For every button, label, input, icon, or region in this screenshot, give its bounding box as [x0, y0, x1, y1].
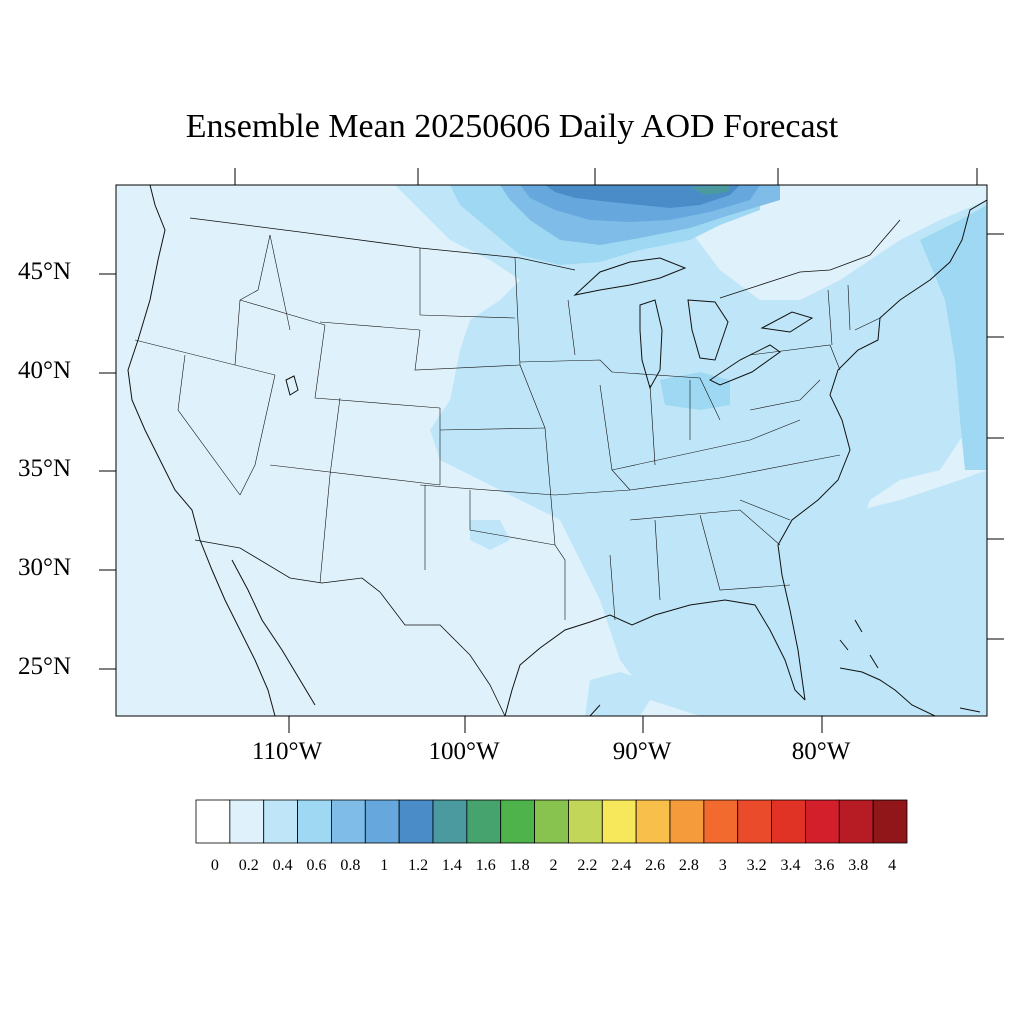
colorbar-label: 3.8 — [848, 857, 869, 874]
lat-label-30: 30°N — [18, 554, 72, 581]
colorbar-swatch — [771, 799, 806, 844]
aod-region-0.2-atlantic — [790, 470, 987, 716]
aod-region-0.2-gulf — [585, 672, 650, 716]
aod-region-0.2-mexico — [470, 520, 510, 550]
lon-label-80w: 80°W — [791, 738, 851, 765]
colorbar-label: 2.2 — [577, 857, 598, 874]
us-mexico-border — [194, 539, 506, 716]
lat-label-25: 25°N — [18, 653, 72, 680]
lake-erie — [709, 344, 781, 386]
colorbar-label: 2.6 — [645, 857, 666, 874]
colorbar-label: 0.4 — [272, 857, 293, 874]
colorbar-label: 1 — [380, 857, 389, 874]
colorbar-swatch — [432, 799, 468, 844]
axis-ticks — [99, 168, 1004, 733]
colorbar-swatch — [398, 799, 434, 844]
aod-region-1.2-north — [690, 185, 730, 195]
colorbar-label: 2.8 — [678, 857, 699, 874]
colorbar-swatch — [635, 799, 671, 844]
colorbar-swatch — [331, 799, 366, 844]
colorbar-label: 3.6 — [814, 857, 835, 874]
colorbar-label: 1.4 — [441, 857, 462, 874]
colorbar-swatch — [872, 799, 908, 844]
colorbar-swatch — [297, 799, 332, 844]
map-title: Ensemble Mean 20250606 Daily AOD Forecas… — [185, 108, 839, 145]
lat-label-35: 35°N — [18, 455, 72, 482]
coastline-atlantic — [777, 199, 987, 701]
plot-frame — [115, 184, 988, 717]
coastline-baja — [231, 559, 316, 706]
colorbar-label: 0.6 — [306, 857, 327, 874]
aod-region-0.4-east — [920, 205, 987, 470]
colorbar-label: 2 — [549, 857, 558, 874]
coastline-cuba — [839, 667, 936, 716]
colorbar-swatch — [229, 799, 265, 844]
colorbar-swatch — [500, 799, 535, 844]
state-lines — [134, 234, 881, 621]
map-outlines — [127, 185, 987, 716]
colorbar-swatch — [703, 799, 739, 844]
colorbar-swatch — [601, 799, 637, 844]
coastline-yucatan — [589, 704, 601, 716]
colorbar-swatch — [195, 799, 231, 844]
colorbar-swatch — [364, 799, 400, 844]
aod-region-0.2-central — [395, 185, 987, 716]
lon-label-90w: 90°W — [612, 738, 672, 765]
lon-label-100w: 100°W — [428, 738, 500, 765]
lon-label-110w: 110°W — [251, 738, 323, 765]
colorbar-label: 0.2 — [238, 857, 259, 874]
lake-ontario — [760, 311, 814, 333]
colorbar-swatch — [466, 799, 502, 844]
colorbar-label: 1.8 — [509, 857, 530, 874]
colorbar-swatch — [737, 799, 772, 844]
colorbar-label: 1.2 — [408, 857, 429, 874]
colorbar-label: 2.4 — [611, 857, 632, 874]
colorbar-label: 0 — [210, 857, 219, 874]
colorbar-label: 3.2 — [746, 857, 767, 874]
lat-label-40: 40°N — [18, 357, 72, 384]
colorbar-swatch — [263, 799, 298, 844]
colorbar-swatch — [838, 799, 874, 844]
colorbar-label: 0.8 — [340, 857, 361, 874]
colorbar-swatch — [534, 799, 569, 844]
colorbar-swatch — [805, 799, 840, 844]
aod-contours — [395, 185, 987, 716]
coastline-gulf — [504, 599, 806, 716]
colorbar-swatch — [669, 799, 705, 844]
aod-region-1.0-north — [545, 185, 740, 208]
colorbar-label: 3 — [718, 857, 727, 874]
colorbar-label: 4 — [888, 857, 897, 874]
lake-superior — [573, 257, 687, 296]
lake-huron — [687, 299, 729, 361]
great-salt-lake — [285, 375, 299, 396]
colorbar-label: 1.6 — [475, 857, 496, 874]
lake-michigan — [639, 299, 663, 390]
colorbar-swatch — [568, 799, 603, 844]
coastline-bahamas — [839, 619, 981, 713]
lat-label-45: 45°N — [18, 258, 72, 285]
colorbar-label: 3.4 — [780, 857, 801, 874]
colorbar — [195, 799, 908, 844]
coastline-pacific — [127, 185, 276, 716]
